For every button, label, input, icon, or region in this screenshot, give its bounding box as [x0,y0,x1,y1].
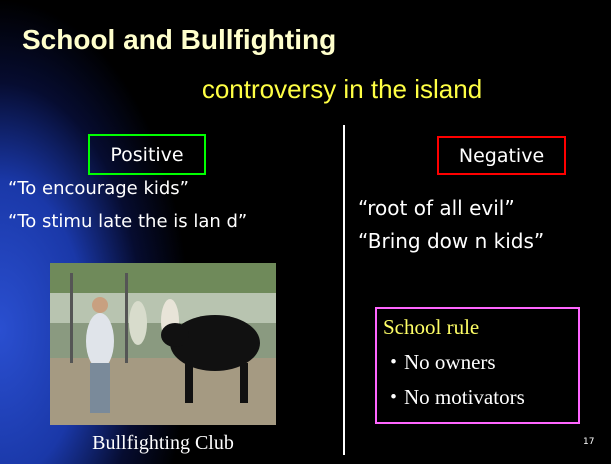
title: School and Bullfighting [22,24,336,56]
photo-caption: Bullfighting Club [50,432,276,455]
rule-item: ・No owners [383,346,578,376]
positive-quote: “To encourage kids” [8,178,189,199]
rule-item: ・No motivators [383,381,578,411]
page-number: 17 [583,437,594,447]
negative-quote: “root of all evil” [358,196,515,220]
rule-box: School rule ・No owners ・No motivators [375,307,580,424]
rule-title: School rule [383,315,578,340]
subtitle: controversy in the island [132,74,552,105]
negative-label: Negative [437,136,566,175]
positive-quote: “To stimu late the is lan d” [8,211,247,232]
positive-label: Positive [88,134,206,175]
slide: School and Bullfighting controversy in t… [0,0,611,464]
bullfighting-photo [50,263,276,425]
negative-quote: “Bring dow n kids” [358,229,544,253]
divider [343,125,345,455]
